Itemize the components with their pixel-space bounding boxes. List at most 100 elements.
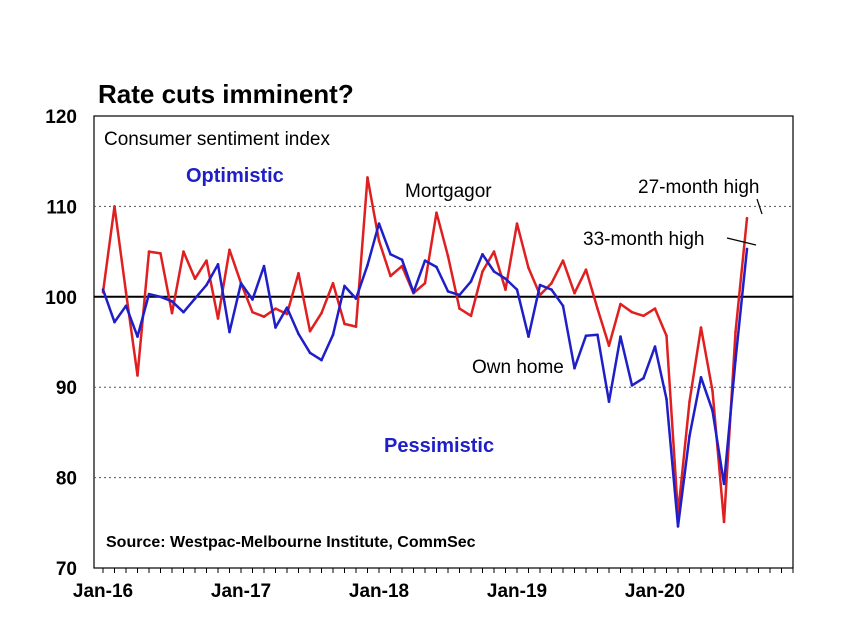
data-point-mortgagor xyxy=(550,281,553,285)
chart-subtitle: Consumer sentiment index xyxy=(104,129,330,150)
high-27-label: 27-month high xyxy=(638,177,759,198)
data-point-own-home xyxy=(182,310,185,314)
data-point-own-home xyxy=(274,326,277,329)
data-point-mortgagor xyxy=(343,322,346,326)
data-point-own-home xyxy=(446,290,450,293)
data-point-own-home xyxy=(239,281,243,285)
data-point-mortgagor xyxy=(262,315,266,318)
data-point-own-home xyxy=(297,332,300,336)
data-point-own-home xyxy=(665,397,668,401)
data-point-mortgagor xyxy=(527,266,530,270)
data-point-mortgagor xyxy=(389,274,392,278)
data-point-mortgagor xyxy=(561,259,565,262)
data-point-own-home xyxy=(228,330,231,334)
data-point-mortgagor xyxy=(400,264,404,268)
data-point-mortgagor xyxy=(320,311,323,315)
data-point-own-home xyxy=(711,409,714,413)
data-point-mortgagor xyxy=(642,314,645,318)
high-33-pointer xyxy=(726,237,757,246)
data-point-mortgagor xyxy=(228,248,231,252)
data-point-mortgagor xyxy=(596,307,599,310)
data-point-own-home xyxy=(458,293,461,297)
data-point-own-home xyxy=(205,283,208,287)
data-point-mortgagor xyxy=(653,307,657,310)
data-point-mortgagor xyxy=(274,307,277,310)
data-point-own-home xyxy=(619,335,622,338)
data-point-own-home xyxy=(216,262,220,266)
data-point-mortgagor xyxy=(492,250,496,253)
data-point-mortgagor xyxy=(630,310,634,314)
data-point-mortgagor xyxy=(722,520,726,524)
y-axis: 70 80 90 100 110 120 xyxy=(45,107,77,580)
data-point-own-home xyxy=(469,280,473,283)
data-point-mortgagor xyxy=(607,344,611,347)
data-point-mortgagor xyxy=(182,250,185,253)
data-point-mortgagor xyxy=(469,314,473,318)
data-point-mortgagor xyxy=(331,281,335,285)
data-point-mortgagor xyxy=(711,389,714,393)
data-point-own-home xyxy=(734,358,737,362)
data-point-own-home xyxy=(550,288,553,291)
data-point-own-home xyxy=(331,333,335,337)
pessimistic-label: Pessimistic xyxy=(384,435,494,457)
data-point-own-home xyxy=(147,292,151,296)
x-tick-label: Jan-19 xyxy=(487,581,547,602)
data-point-mortgagor xyxy=(124,290,128,294)
y-tick-label: 110 xyxy=(46,197,77,218)
data-point-mortgagor xyxy=(481,270,484,273)
x-tick-label: Jan-20 xyxy=(625,581,685,602)
data-point-own-home xyxy=(389,253,392,256)
data-point-mortgagor xyxy=(446,254,450,258)
x-axis: Jan-16 Jan-17 Jan-18 Jan-19 Jan-20 xyxy=(73,568,794,602)
y-tick-label: 80 xyxy=(56,469,77,490)
y-tick-label: 100 xyxy=(45,288,77,309)
data-point-own-home xyxy=(745,247,749,251)
data-point-own-home xyxy=(400,258,404,262)
x-tick-label: Jan-16 xyxy=(73,581,133,602)
data-point-mortgagor xyxy=(745,216,749,220)
data-point-own-home xyxy=(113,320,116,324)
data-point-own-home xyxy=(262,264,266,268)
data-point-mortgagor xyxy=(159,252,162,255)
data-point-mortgagor xyxy=(458,307,461,310)
data-point-own-home xyxy=(412,290,415,294)
data-point-mortgagor xyxy=(193,277,197,281)
data-point-mortgagor xyxy=(113,205,116,208)
data-point-own-home xyxy=(193,297,197,300)
data-point-mortgagor xyxy=(504,288,507,291)
data-point-own-home xyxy=(722,482,726,486)
data-point-own-home xyxy=(343,284,346,288)
data-point-mortgagor xyxy=(216,317,220,320)
data-point-own-home xyxy=(492,270,496,273)
x-tick-label: Jan-17 xyxy=(211,581,271,602)
y-tick-label: 70 xyxy=(56,559,77,580)
optimistic-label: Optimistic xyxy=(186,165,284,187)
data-point-mortgagor xyxy=(297,271,300,275)
data-point-own-home xyxy=(584,334,588,337)
data-point-own-home xyxy=(251,298,254,301)
data-point-mortgagor xyxy=(665,334,668,337)
data-point-own-home xyxy=(596,333,599,337)
data-point-own-home xyxy=(308,351,312,355)
data-point-own-home xyxy=(607,400,611,403)
data-point-own-home xyxy=(504,277,507,281)
data-point-own-home xyxy=(136,335,139,338)
data-point-own-home xyxy=(688,434,691,438)
data-point-own-home xyxy=(285,306,289,309)
data-point-mortgagor xyxy=(699,326,703,329)
data-point-own-home xyxy=(642,376,645,380)
data-point-mortgagor xyxy=(366,176,369,179)
data-point-mortgagor xyxy=(136,374,139,377)
data-point-mortgagor xyxy=(308,329,312,333)
mortgagor-label: Mortgagor xyxy=(405,181,492,202)
data-point-own-home xyxy=(377,222,381,225)
y-tick-label: 90 xyxy=(56,378,77,399)
chart-title: Rate cuts imminent? xyxy=(98,79,354,109)
data-point-own-home xyxy=(653,345,657,348)
data-point-mortgagor xyxy=(251,310,254,314)
data-point-mortgagor xyxy=(515,222,519,225)
data-point-mortgagor xyxy=(285,312,289,316)
data-point-own-home xyxy=(699,375,703,379)
data-point-own-home xyxy=(366,263,369,267)
data-point-own-home xyxy=(573,366,576,370)
